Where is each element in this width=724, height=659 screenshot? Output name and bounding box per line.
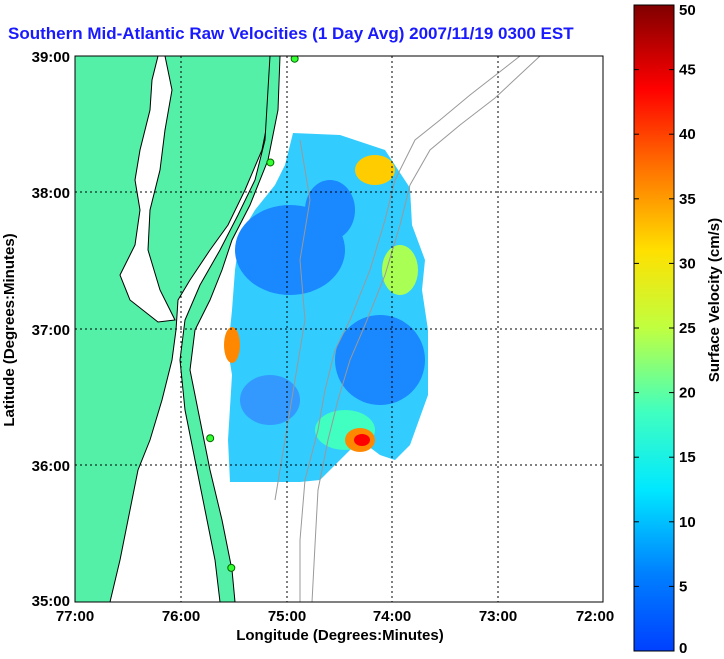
y-tick-label: 38:00 xyxy=(32,185,70,202)
colorbar-tick-label: 40 xyxy=(679,126,696,143)
x-axis-label: Longitude (Degrees:Minutes) xyxy=(236,627,444,644)
y-tick-label: 36:00 xyxy=(32,458,70,475)
x-tick-label: 75:00 xyxy=(268,608,306,625)
colorbar-tick-label: 0 xyxy=(679,640,687,657)
colorbar-tick-label: 15 xyxy=(679,449,696,466)
colorbar-tick-label: 20 xyxy=(679,385,696,402)
colorbar-tick-label: 10 xyxy=(679,514,696,531)
y-axis: 39:00 38:00 37:00 36:00 35:00 Latitude (… xyxy=(1,49,70,610)
gridlines xyxy=(75,56,603,602)
colorbar-tick-label: 50 xyxy=(679,2,696,19)
map-title: Southern Mid-Atlantic Raw Velocities (1 … xyxy=(8,24,574,43)
x-tick-label: 74:00 xyxy=(373,608,411,625)
colorbar-tick-label: 5 xyxy=(679,578,687,595)
chesapeake-bay xyxy=(119,56,176,323)
colorbar-gradient xyxy=(633,4,675,652)
y-tick-label: 39:00 xyxy=(32,49,70,66)
velocity-field xyxy=(224,133,428,482)
station-marker xyxy=(266,158,275,167)
plot-frame xyxy=(74,55,604,603)
colorbar-tick-label: 25 xyxy=(679,320,696,337)
y-axis-label: Latitude (Degrees:Minutes) xyxy=(1,233,18,426)
colorbar-label: Surface Velocity (cm/s) xyxy=(706,218,723,382)
x-tick-label: 73:00 xyxy=(479,608,517,625)
station-marker xyxy=(206,434,215,443)
station-marker xyxy=(227,563,236,572)
hf-radar-stations xyxy=(206,56,299,572)
bathymetry-contours xyxy=(274,56,541,602)
y-tick-label: 37:00 xyxy=(32,322,70,339)
station-marker xyxy=(290,56,299,63)
colorbar-tick-label: 45 xyxy=(679,62,696,79)
colorbar-tick-label: 35 xyxy=(679,191,696,208)
x-tick-label: 72:00 xyxy=(576,608,614,625)
x-axis: 77:00 76:00 75:00 74:00 73:00 72:00 Long… xyxy=(56,608,614,644)
colorbar-tick-label: 30 xyxy=(679,255,696,272)
x-tick-label: 76:00 xyxy=(162,608,200,625)
x-tick-label: 77:00 xyxy=(56,608,94,625)
y-tick-label: 35:00 xyxy=(32,593,70,610)
